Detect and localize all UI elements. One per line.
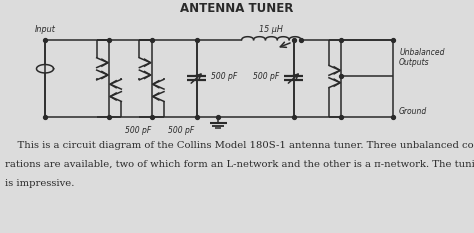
Text: ANTENNA TUNER: ANTENNA TUNER xyxy=(180,2,294,15)
Text: is impressive.: is impressive. xyxy=(5,179,74,188)
Text: 500 pF: 500 pF xyxy=(125,126,151,135)
Text: Input: Input xyxy=(35,25,55,34)
Text: rations are available, two of which form an L-network and the other is a π-netwo: rations are available, two of which form… xyxy=(5,160,474,169)
Text: Ground: Ground xyxy=(399,106,428,116)
Text: 500 pF: 500 pF xyxy=(211,72,237,81)
Text: Unbalanced
Outputs: Unbalanced Outputs xyxy=(399,48,445,67)
Text: 15 μH: 15 μH xyxy=(259,25,283,34)
Text: 500 pF: 500 pF xyxy=(168,126,194,135)
Text: 500 pF: 500 pF xyxy=(254,72,280,81)
Text: This is a circuit diagram of the Collins Model 180S-1 antenna tuner. Three unbal: This is a circuit diagram of the Collins… xyxy=(5,141,474,150)
